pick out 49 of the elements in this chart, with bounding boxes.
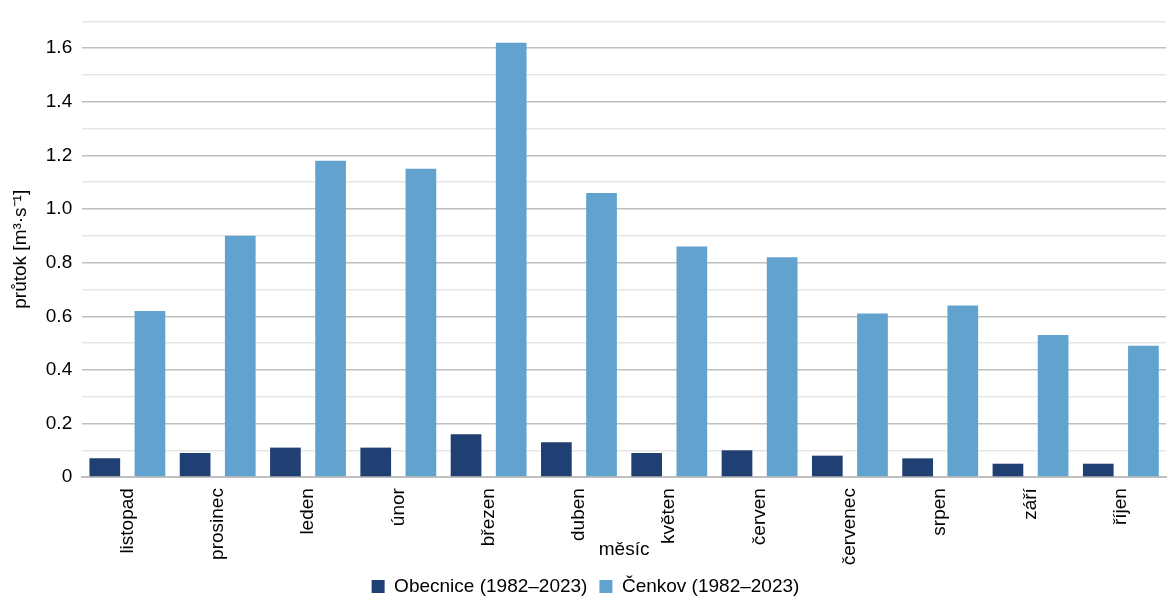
x-tick-label: listopad [115, 488, 137, 554]
bar [947, 305, 979, 477]
bar [179, 452, 211, 477]
x-tick-label: prosinec [205, 488, 227, 560]
y-tick-label: 0.6 [45, 304, 73, 326]
bar [360, 447, 392, 477]
bar [405, 168, 437, 477]
bar [270, 447, 301, 477]
bar [1037, 335, 1069, 477]
bar [721, 450, 753, 477]
y-axis-title: průtok [m³·s⁻¹] [8, 189, 30, 309]
y-tick-label: 0.8 [45, 250, 73, 272]
bar [1128, 345, 1159, 477]
bar [1082, 463, 1114, 477]
y-tick-label: 0 [61, 465, 73, 487]
x-tick-label: březen [476, 488, 498, 547]
x-tick-label: květen [657, 488, 679, 545]
bar [224, 235, 256, 477]
bar [992, 463, 1024, 477]
bar [315, 160, 346, 477]
legend-label: Čenkov (1982–2023) [621, 574, 800, 596]
x-tick-label: červen [747, 488, 769, 546]
bar [134, 310, 166, 477]
bar [89, 458, 121, 477]
y-tick-label: 1.6 [45, 36, 73, 58]
x-tick-label: září [1018, 487, 1040, 520]
legend-label: Obecnice (1982–2023) [394, 574, 588, 596]
x-axis-title: měsíc [598, 537, 650, 559]
bar [766, 257, 798, 477]
bar [676, 246, 708, 477]
x-tick-label: duben [567, 488, 589, 541]
x-tick-label: červenec [838, 488, 860, 566]
y-tick-label: 1.4 [45, 90, 73, 112]
bar [857, 313, 888, 477]
bar [495, 42, 527, 477]
bar [902, 458, 933, 477]
bar [811, 455, 843, 477]
bar [450, 434, 482, 477]
y-tick-label: 0.4 [45, 358, 73, 380]
bar [631, 452, 663, 477]
bar [586, 192, 617, 477]
bar [541, 442, 572, 477]
y-tick-label: 0.2 [45, 411, 73, 433]
x-tick-label: leden [296, 488, 318, 535]
x-tick-label: srpen [928, 488, 950, 536]
x-tick-label: říjen [1109, 488, 1131, 526]
x-tick-label: únor [386, 487, 408, 527]
y-tick-label: 1.0 [45, 197, 73, 219]
y-tick-label: 1.2 [45, 143, 73, 165]
